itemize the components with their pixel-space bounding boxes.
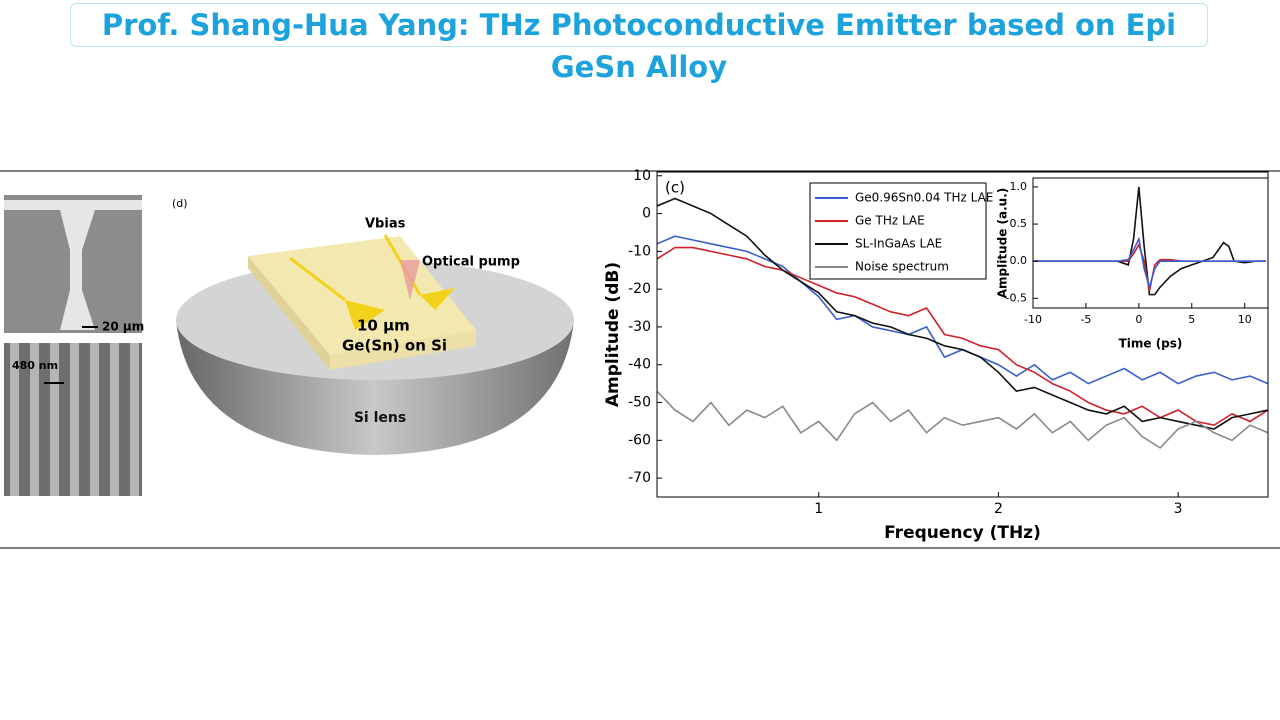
bias-label: Vbias — [365, 217, 406, 232]
substrate-front — [330, 330, 476, 370]
x-axis-label: Frequency (THz) — [884, 523, 1041, 543]
pump-beam — [400, 260, 420, 300]
y-tick-label: 0 — [642, 206, 651, 222]
y-tick-label: -50 — [628, 395, 651, 411]
x-tick-label: 5 — [1188, 313, 1195, 326]
y-tick-label: 1.0 — [1010, 180, 1028, 193]
y-tick-label: 0.5 — [1010, 217, 1028, 230]
series-line — [656, 390, 1269, 449]
y-tick-label: -0.5 — [1006, 291, 1027, 304]
series-line — [656, 246, 1269, 427]
y-tick-label: -70 — [628, 470, 651, 486]
y-tick-label: -40 — [628, 357, 651, 373]
panel-label: (c) — [665, 179, 685, 197]
y-tick-label: -10 — [628, 243, 651, 259]
x-tick-label: 0 — [1135, 313, 1142, 326]
substrate-side — [248, 256, 330, 370]
x-tick-label: -10 — [1024, 313, 1042, 326]
x-tick-label: 10 — [1238, 313, 1252, 326]
legend-label: Noise spectrum — [855, 260, 949, 274]
y-axis-label: Amplitude (dB) — [603, 262, 623, 407]
series-line — [1033, 236, 1266, 291]
x-tick-label: -5 — [1080, 313, 1091, 326]
plot-frame — [656, 171, 1269, 498]
x-tick-label: 1 — [814, 501, 823, 517]
y-tick-label: -20 — [628, 281, 651, 297]
x-tick-label: 2 — [994, 501, 1003, 517]
panel-label: (d) — [172, 197, 188, 210]
legend-label: SL-InGaAs LAE — [855, 237, 942, 251]
y-tick-label: 10 — [633, 168, 651, 184]
sem-stripes — [10, 343, 139, 496]
y-tick-label: -30 — [628, 319, 651, 335]
pump-label: Optical pump — [422, 255, 520, 270]
electrode — [345, 288, 455, 330]
lens-label: Si lens — [354, 410, 406, 426]
sem-antenna — [4, 200, 142, 330]
y-tick-label: 0.0 — [1010, 254, 1028, 267]
x-tick-label: 3 — [1174, 501, 1183, 517]
scale-label: 20 μm — [102, 320, 144, 334]
layer-label: Ge(Sn) on Si — [342, 337, 447, 355]
slide-title: Prof. Shang-Hua Yang: THz Photoconductiv… — [70, 3, 1208, 84]
scale-label: 480 nm — [12, 359, 58, 372]
series-line — [656, 197, 1269, 430]
legend-label: Ge0.96Sn0.04 THz LAE — [855, 191, 993, 205]
gap-label: 10 μm — [357, 317, 410, 335]
x-axis-label: Time (ps) — [1119, 337, 1183, 351]
y-tick-label: -60 — [628, 432, 651, 448]
plot-frame — [1032, 177, 1269, 309]
y-axis-label: Amplitude (a.u.) — [996, 188, 1010, 299]
substrate-top — [248, 236, 476, 355]
legend-label: Ge THz LAE — [855, 214, 925, 228]
